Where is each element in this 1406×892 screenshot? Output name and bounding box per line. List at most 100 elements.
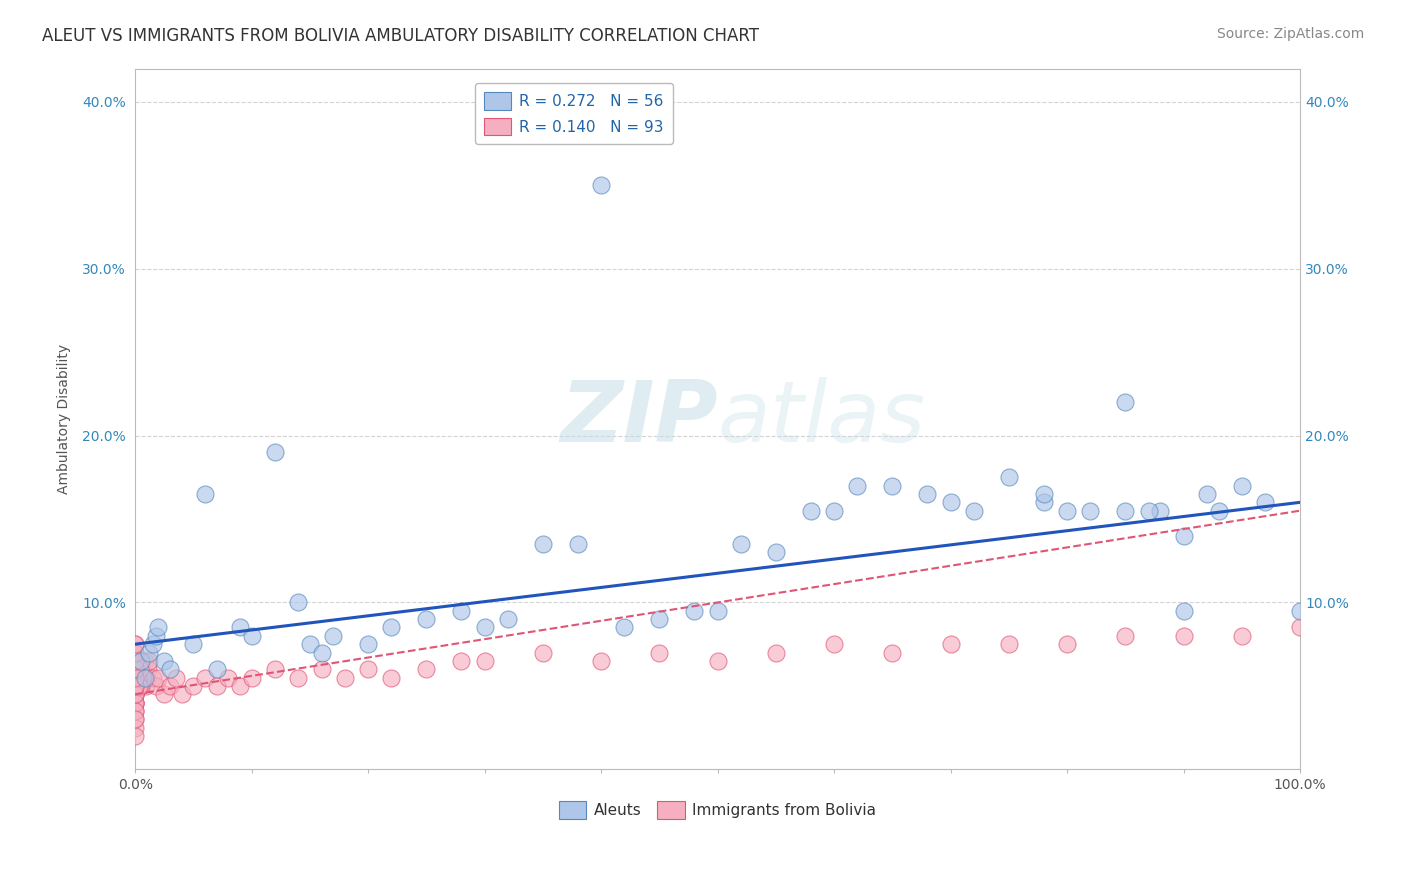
- Point: [1254, 495, 1277, 509]
- Point: [591, 178, 613, 193]
- Point: [136, 662, 159, 676]
- Point: [128, 679, 150, 693]
- Point: [380, 671, 402, 685]
- Point: [135, 679, 157, 693]
- Point: [124, 679, 146, 693]
- Point: [882, 646, 904, 660]
- Point: [1195, 487, 1218, 501]
- Point: [1208, 504, 1230, 518]
- Point: [706, 654, 728, 668]
- Point: [613, 620, 636, 634]
- Point: [1114, 629, 1136, 643]
- Text: atlas: atlas: [717, 377, 925, 460]
- Point: [882, 478, 904, 492]
- Point: [124, 637, 146, 651]
- Point: [322, 629, 344, 643]
- Point: [153, 687, 176, 701]
- Point: [124, 704, 146, 718]
- Text: ZIP: ZIP: [560, 377, 717, 460]
- Point: [124, 671, 146, 685]
- Point: [138, 654, 160, 668]
- Point: [846, 478, 869, 492]
- Point: [823, 637, 845, 651]
- Point: [474, 620, 496, 634]
- Point: [129, 671, 152, 685]
- Point: [591, 654, 613, 668]
- Point: [1149, 504, 1171, 518]
- Point: [134, 654, 156, 668]
- Point: [129, 654, 152, 668]
- Point: [998, 637, 1021, 651]
- Point: [124, 646, 146, 660]
- Point: [124, 687, 146, 701]
- Point: [124, 679, 146, 693]
- Point: [124, 654, 146, 668]
- Point: [128, 679, 150, 693]
- Point: [124, 687, 146, 701]
- Point: [124, 654, 146, 668]
- Point: [124, 662, 146, 676]
- Point: [148, 671, 170, 685]
- Point: [129, 679, 152, 693]
- Point: [730, 537, 752, 551]
- Point: [357, 662, 380, 676]
- Point: [124, 671, 146, 685]
- Point: [683, 604, 706, 618]
- Point: [1173, 604, 1195, 618]
- Point: [205, 662, 228, 676]
- Point: [142, 637, 165, 651]
- Point: [159, 679, 181, 693]
- Text: Source: ZipAtlas.com: Source: ZipAtlas.com: [1216, 27, 1364, 41]
- Point: [1032, 487, 1054, 501]
- Point: [380, 620, 402, 634]
- Point: [531, 646, 554, 660]
- Point: [531, 537, 554, 551]
- Point: [287, 595, 309, 609]
- Point: [124, 696, 146, 710]
- Point: [415, 662, 437, 676]
- Point: [194, 487, 217, 501]
- Point: [963, 504, 986, 518]
- Point: [124, 687, 146, 701]
- Point: [135, 671, 157, 685]
- Point: [124, 712, 146, 726]
- Point: [165, 671, 187, 685]
- Point: [194, 671, 217, 685]
- Point: [124, 679, 146, 693]
- Point: [131, 662, 153, 676]
- Y-axis label: Ambulatory Disability: Ambulatory Disability: [58, 343, 72, 494]
- Point: [298, 637, 321, 651]
- Point: [124, 696, 146, 710]
- Point: [1230, 629, 1253, 643]
- Point: [917, 487, 939, 501]
- Point: [128, 662, 150, 676]
- Point: [124, 662, 146, 676]
- Point: [240, 629, 263, 643]
- Point: [765, 545, 787, 559]
- Point: [333, 671, 356, 685]
- Point: [567, 537, 589, 551]
- Point: [127, 679, 149, 693]
- Point: [124, 696, 146, 710]
- Point: [311, 646, 333, 660]
- Point: [240, 671, 263, 685]
- Point: [474, 654, 496, 668]
- Point: [142, 671, 165, 685]
- Point: [205, 679, 228, 693]
- Point: [1173, 529, 1195, 543]
- Point: [1056, 504, 1078, 518]
- Point: [124, 696, 146, 710]
- Point: [287, 671, 309, 685]
- Point: [127, 671, 149, 685]
- Text: ALEUT VS IMMIGRANTS FROM BOLIVIA AMBULATORY DISABILITY CORRELATION CHART: ALEUT VS IMMIGRANTS FROM BOLIVIA AMBULAT…: [42, 27, 759, 45]
- Point: [128, 679, 150, 693]
- Point: [1114, 395, 1136, 409]
- Point: [159, 662, 181, 676]
- Point: [1289, 604, 1312, 618]
- Point: [128, 679, 150, 693]
- Point: [765, 646, 787, 660]
- Point: [125, 662, 148, 676]
- Point: [124, 637, 146, 651]
- Point: [183, 637, 205, 651]
- Point: [496, 612, 519, 626]
